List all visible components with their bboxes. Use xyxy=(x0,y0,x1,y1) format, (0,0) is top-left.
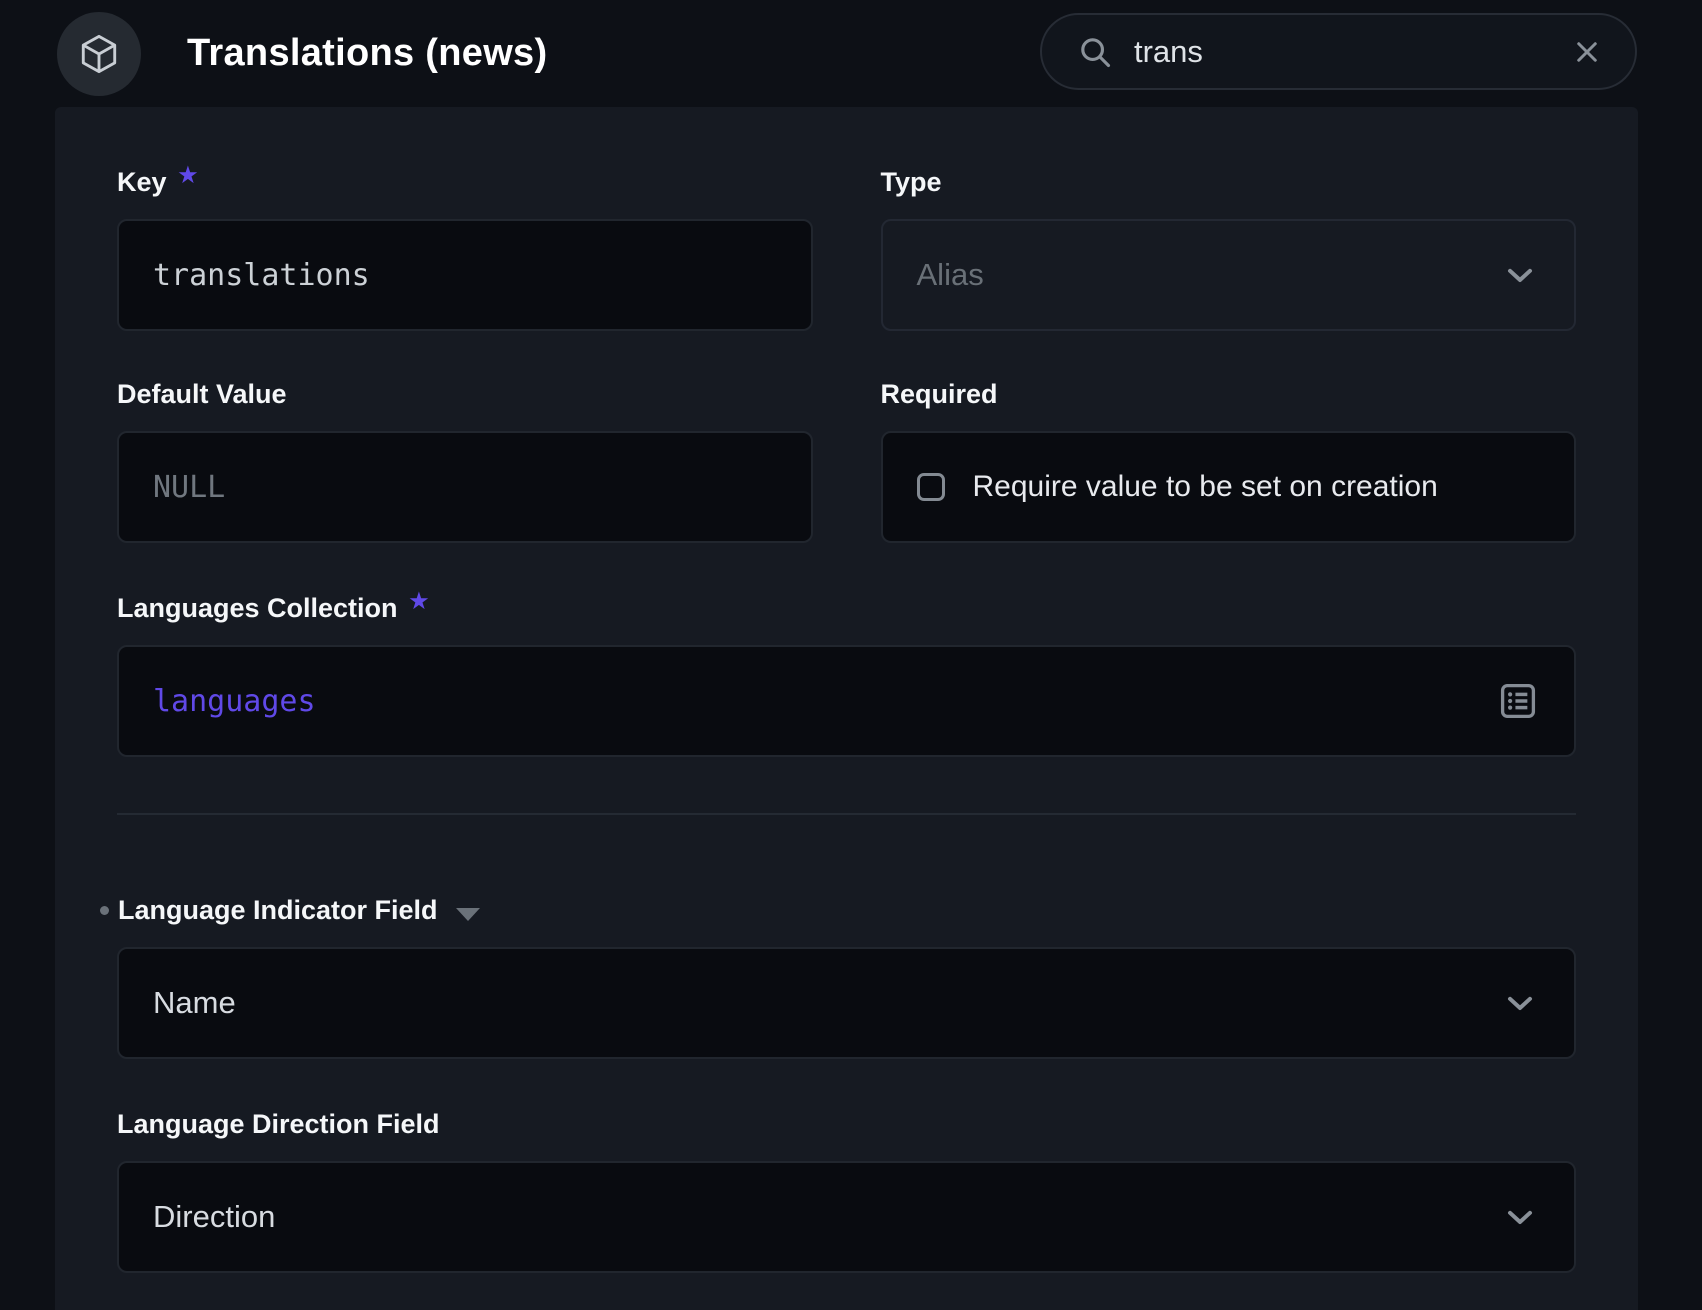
language-indicator-value: Name xyxy=(153,985,236,1020)
type-value: Alias xyxy=(916,257,984,292)
required-toggle-wrap: Require value to be set on creation xyxy=(880,431,1576,543)
language-indicator-label: Language Indicator Field xyxy=(100,893,1576,927)
search-box[interactable] xyxy=(1040,13,1637,90)
default-value-input[interactable] xyxy=(153,469,777,505)
language-direction-select[interactable]: Direction xyxy=(117,1161,1576,1273)
default-value-label: Default Value xyxy=(117,378,287,409)
languages-collection-value: languages xyxy=(153,683,316,719)
default-value-input-wrap xyxy=(117,431,813,543)
type-label: Type xyxy=(880,166,942,197)
key-field-group: Key ★ xyxy=(117,163,813,331)
edited-dot-icon xyxy=(100,905,109,915)
required-field-group: Required Require value to be set on crea… xyxy=(880,377,1576,543)
close-icon[interactable] xyxy=(1569,34,1605,70)
label-menu-caret-icon[interactable] xyxy=(455,907,480,921)
language-direction-field-group: Language Direction Field Direction xyxy=(117,1107,1576,1273)
languages-collection-label: Languages Collection ★ xyxy=(117,589,429,623)
require-on-creation-checkbox[interactable] xyxy=(916,473,945,501)
require-on-creation-label[interactable]: Require value to be set on creation xyxy=(972,470,1438,503)
section-divider xyxy=(117,813,1576,815)
drawer-header: Translations (news) xyxy=(0,0,1702,107)
required-star-icon: ★ xyxy=(178,163,198,187)
type-field-group: Type Alias xyxy=(880,165,1576,331)
language-indicator-select[interactable]: Name xyxy=(117,947,1576,1059)
search-input[interactable] xyxy=(1134,33,1569,70)
required-star-icon: ★ xyxy=(409,589,429,613)
page-title: Translations (news) xyxy=(187,32,548,74)
language-direction-label: Language Direction Field xyxy=(117,1108,440,1139)
box-icon xyxy=(81,34,117,73)
required-label: Required xyxy=(880,378,998,409)
type-select: Alias xyxy=(880,219,1576,331)
chevron-down-icon xyxy=(1508,1210,1532,1224)
collection-list-icon[interactable] xyxy=(1496,679,1540,723)
languages-collection-field-group: Languages Collection ★ languages xyxy=(117,589,1576,757)
language-direction-value: Direction xyxy=(153,1199,276,1234)
field-type-badge xyxy=(57,11,141,96)
language-indicator-field-group: Language Indicator Field Name xyxy=(100,893,1576,1059)
key-label: Key ★ xyxy=(117,163,198,197)
chevron-down-icon xyxy=(1508,268,1532,282)
search-icon xyxy=(1081,37,1111,67)
field-config-panel: Key ★ Type Alias xyxy=(55,107,1638,1310)
key-input-wrap xyxy=(117,219,813,331)
default-value-field-group: Default Value xyxy=(117,377,813,543)
languages-collection-input[interactable]: languages xyxy=(117,645,1576,757)
chevron-down-icon xyxy=(1508,996,1532,1010)
key-input[interactable] xyxy=(153,257,777,293)
